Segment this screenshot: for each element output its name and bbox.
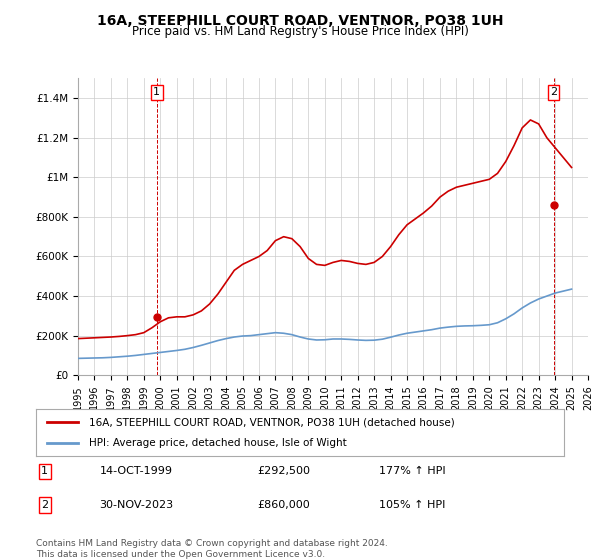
Text: 2: 2: [550, 87, 557, 97]
Text: HPI: Average price, detached house, Isle of Wight: HPI: Average price, detached house, Isle…: [89, 438, 347, 448]
Text: 1: 1: [154, 87, 160, 97]
Text: 1: 1: [41, 466, 48, 477]
Text: 2: 2: [41, 500, 49, 510]
Text: 16A, STEEPHILL COURT ROAD, VENTNOR, PO38 1UH (detached house): 16A, STEEPHILL COURT ROAD, VENTNOR, PO38…: [89, 417, 455, 427]
Text: £860,000: £860,000: [258, 500, 311, 510]
Text: Contains HM Land Registry data © Crown copyright and database right 2024.: Contains HM Land Registry data © Crown c…: [36, 539, 388, 548]
Text: 30-NOV-2023: 30-NOV-2023: [100, 500, 173, 510]
Text: 105% ↑ HPI: 105% ↑ HPI: [379, 500, 446, 510]
Text: Price paid vs. HM Land Registry's House Price Index (HPI): Price paid vs. HM Land Registry's House …: [131, 25, 469, 38]
Text: 177% ↑ HPI: 177% ↑ HPI: [379, 466, 446, 477]
Text: 14-OCT-1999: 14-OCT-1999: [100, 466, 172, 477]
Text: This data is licensed under the Open Government Licence v3.0.: This data is licensed under the Open Gov…: [36, 550, 325, 559]
Text: £292,500: £292,500: [258, 466, 311, 477]
Text: 16A, STEEPHILL COURT ROAD, VENTNOR, PO38 1UH: 16A, STEEPHILL COURT ROAD, VENTNOR, PO38…: [97, 14, 503, 28]
